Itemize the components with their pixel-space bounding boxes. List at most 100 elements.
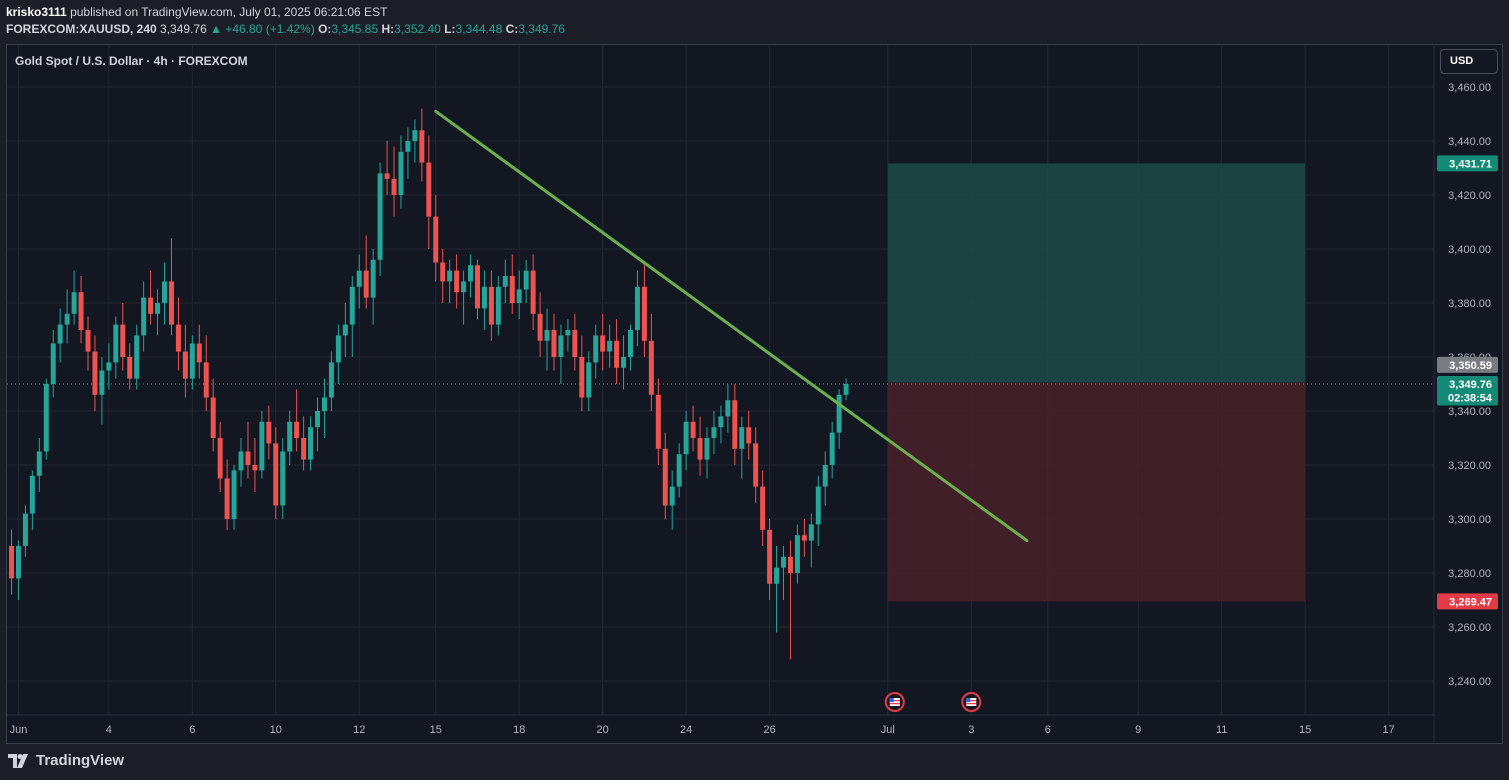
candle-body bbox=[92, 351, 98, 395]
y-tick-label: 3,280.00 bbox=[1448, 568, 1491, 580]
y-tick-label: 3,440.00 bbox=[1448, 136, 1491, 148]
candle-body bbox=[454, 270, 460, 293]
us-flag-event-icon bbox=[889, 703, 900, 705]
currency-button[interactable]: USD bbox=[1440, 49, 1498, 74]
candle-body bbox=[558, 335, 564, 357]
candle-body bbox=[22, 513, 28, 546]
candle-body bbox=[113, 324, 119, 363]
candle-body bbox=[301, 438, 307, 460]
us-flag-event-icon bbox=[889, 698, 900, 706]
candle-body bbox=[356, 270, 362, 287]
x-tick-label: Jun bbox=[10, 724, 28, 736]
candle-body bbox=[586, 362, 592, 398]
candle-body bbox=[127, 357, 133, 379]
candle-body bbox=[370, 259, 376, 298]
candle-body bbox=[787, 556, 793, 573]
stop-price-label-bg bbox=[1437, 593, 1498, 610]
close-value: 3,349.76 bbox=[518, 22, 565, 36]
candle-body bbox=[697, 438, 703, 460]
y-tick-label: 3,320.00 bbox=[1448, 460, 1491, 472]
candle-body bbox=[474, 265, 480, 309]
profit-zone bbox=[887, 163, 1306, 383]
candle-body bbox=[662, 448, 668, 506]
ohlc-bar: FOREXCOM:XAUUSD, 240 3,349.76 ▲ +46.80 (… bbox=[6, 22, 565, 36]
x-tick-label: 24 bbox=[680, 724, 692, 736]
last-price-label: 3,349.76 bbox=[1449, 379, 1492, 391]
candle-body bbox=[155, 303, 161, 314]
candle-body bbox=[273, 443, 279, 506]
candle-body bbox=[655, 394, 661, 449]
candle-body bbox=[168, 281, 174, 325]
candle-body bbox=[266, 421, 272, 444]
x-tick-label: 12 bbox=[353, 724, 365, 736]
candle-body bbox=[210, 397, 216, 438]
candle-body bbox=[468, 265, 474, 282]
y-tick-label: 3,300.00 bbox=[1448, 514, 1491, 526]
candle-body bbox=[328, 362, 334, 398]
candle-body bbox=[433, 216, 439, 263]
candle-body bbox=[162, 281, 168, 303]
candle-body bbox=[746, 427, 752, 444]
candle-body bbox=[669, 486, 675, 506]
open-value: 3,345.85 bbox=[331, 22, 379, 36]
candle-body bbox=[106, 362, 112, 371]
candle-body bbox=[836, 394, 842, 433]
candle-body bbox=[621, 357, 627, 368]
candle-body bbox=[509, 276, 515, 303]
candle-body bbox=[614, 340, 620, 368]
x-tick-label: 15 bbox=[430, 724, 442, 736]
candle-body bbox=[203, 362, 209, 398]
x-tick-label: 4 bbox=[106, 724, 112, 736]
publish-info: krisko3111 published on TradingView.com,… bbox=[6, 5, 387, 19]
candle-body bbox=[815, 486, 821, 525]
author-name[interactable]: krisko3111 bbox=[6, 5, 67, 19]
high-label: H: bbox=[381, 22, 395, 36]
symbol-label: FOREXCOM:XAUUSD, 240 bbox=[6, 22, 157, 36]
y-tick-label: 3,340.00 bbox=[1448, 406, 1491, 418]
candle-body bbox=[120, 324, 126, 357]
candle-body bbox=[544, 330, 550, 341]
candle-body bbox=[175, 324, 181, 352]
open-label: O: bbox=[318, 22, 332, 36]
candle-body bbox=[600, 335, 606, 352]
candle-body bbox=[315, 411, 321, 428]
tradingview-logo[interactable]: TradingView bbox=[8, 752, 124, 769]
chart-title: Gold Spot / U.S. Dollar · 4h · FOREXCOM bbox=[15, 54, 248, 68]
candle-body bbox=[794, 535, 800, 573]
candle-body bbox=[412, 130, 418, 141]
us-flag-event-icon bbox=[889, 698, 894, 702]
candle-body bbox=[579, 357, 585, 398]
brand-name: TradingView bbox=[36, 752, 125, 769]
candle-body bbox=[405, 141, 411, 152]
y-tick-label: 3,240.00 bbox=[1448, 676, 1491, 688]
x-tick-label: 10 bbox=[270, 724, 282, 736]
candle-body bbox=[753, 443, 759, 487]
candle-body bbox=[280, 451, 286, 506]
bar-countdown-label-bg bbox=[1437, 389, 1498, 406]
x-tick-label: 3 bbox=[968, 724, 974, 736]
x-tick-label: 6 bbox=[1045, 724, 1051, 736]
candle-body bbox=[516, 289, 522, 303]
candle-body bbox=[627, 330, 633, 357]
candle-body bbox=[565, 330, 571, 336]
x-tick-label: 18 bbox=[513, 724, 525, 736]
candle-body bbox=[384, 173, 390, 179]
candle-body bbox=[363, 270, 369, 298]
candle-body bbox=[252, 465, 258, 471]
low-value: 3,344.48 bbox=[455, 22, 503, 36]
candle-body bbox=[683, 421, 689, 455]
tradingview-logo-icon bbox=[8, 753, 28, 768]
target-price-label-bg bbox=[1437, 155, 1498, 172]
us-flag-event-icon bbox=[966, 700, 977, 702]
close-label: C: bbox=[505, 22, 519, 36]
candle-body bbox=[523, 270, 529, 290]
x-tick-label: 20 bbox=[597, 724, 609, 736]
bar-countdown-label: 02:38:54 bbox=[1448, 393, 1493, 405]
x-tick-label: 6 bbox=[189, 724, 195, 736]
y-tick-label: 3,260.00 bbox=[1448, 622, 1491, 634]
candle-body bbox=[530, 270, 536, 314]
candle-body bbox=[739, 427, 745, 449]
candle-body bbox=[502, 276, 508, 287]
candle-body bbox=[148, 297, 154, 314]
